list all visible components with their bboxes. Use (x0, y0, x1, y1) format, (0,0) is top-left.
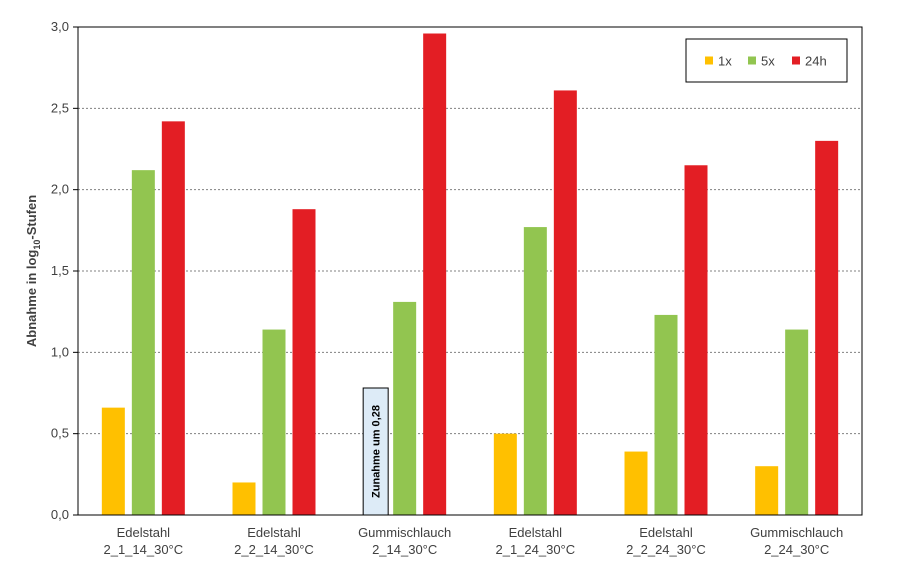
annotation-text: Zunahme um 0,28 (371, 405, 383, 498)
bar-1x-4 (493, 433, 517, 515)
bar-5x-4 (523, 227, 547, 515)
bar-1x-6 (755, 466, 779, 515)
legend: 1x 5x 24h (685, 38, 848, 83)
gridlines (78, 107, 862, 435)
bar-24h-1 (161, 121, 185, 515)
legend-swatch (792, 56, 800, 65)
x-category-line1: Edelstahl (639, 525, 693, 540)
legend-swatch (748, 56, 756, 65)
bar-24h-4 (553, 90, 577, 515)
x-category-line1: Edelstahl (117, 525, 171, 540)
bar-5x-5 (654, 314, 678, 515)
x-category-line1: Gummischlauch (358, 525, 451, 540)
x-category-label: Edelstahl 2_2_14_30°C (234, 525, 314, 557)
y-tick-label: 1,0 (51, 344, 69, 359)
x-category-line2: 2_14_30°C (372, 542, 437, 557)
x-category-label: Edelstahl 2_1_14_30°C (103, 525, 183, 557)
x-category-line1: Edelstahl (247, 525, 301, 540)
bar-5x-2 (262, 329, 286, 515)
annotation-box: Zunahme um 0,28 (362, 387, 389, 516)
x-category-label: Gummischlauch 2_24_30°C (750, 525, 843, 557)
annotations: Zunahme um 0,28 (362, 387, 389, 516)
y-tick-label: 3,0 (51, 19, 69, 34)
legend-label: 1x (718, 54, 732, 69)
bar-1x-1 (101, 407, 125, 515)
bar-1x-2 (232, 482, 256, 515)
legend-label: 24h (805, 54, 827, 69)
x-category-label: Gummischlauch 2_14_30°C (358, 525, 451, 557)
legend-label: 5x (761, 54, 775, 69)
bar-5x-3 (393, 301, 417, 515)
y-axis-title: Abnahme in log10-Stufen (24, 195, 42, 347)
x-category-line2: 2_1_24_30°C (495, 542, 575, 557)
x-category-label: Edelstahl 2_1_24_30°C (495, 525, 575, 557)
bars (101, 33, 839, 516)
y-tick-label: 0,5 (51, 426, 69, 441)
y-tick-label: 0,0 (51, 507, 69, 522)
legend-item-5x: 5x (748, 54, 775, 69)
y-axis-ticks: 0,0 0,5 1,0 1,5 2,0 2,5 3,0 (51, 19, 78, 522)
annotation-background (362, 387, 389, 516)
y-tick-label: 2,5 (51, 100, 69, 115)
x-category-line2: 2_24_30°C (764, 542, 829, 557)
bar-24h-5 (684, 165, 708, 515)
y-tick-label: 2,0 (51, 182, 69, 197)
x-category-line2: 2_2_24_30°C (626, 542, 706, 557)
bar-5x-1 (131, 170, 155, 515)
legend-swatch (705, 56, 713, 65)
bar-24h-3 (423, 33, 447, 516)
bar-24h-2 (292, 209, 316, 516)
bar-24h-6 (815, 140, 839, 515)
x-category-line2: 2_1_14_30°C (103, 542, 183, 557)
bar-5x-6 (785, 329, 809, 515)
x-category-line2: 2_2_14_30°C (234, 542, 314, 557)
legend-item-24h: 24h (792, 54, 827, 69)
y-tick-label: 1,5 (51, 263, 69, 278)
x-category-line1: Edelstahl (509, 525, 563, 540)
x-axis-categories: Edelstahl 2_1_14_30°C Edelstahl 2_2_14_30°C… (103, 525, 843, 557)
bar-1x-5 (624, 451, 648, 515)
x-category-line1: Gummischlauch (750, 525, 843, 540)
x-category-label: Edelstahl 2_2_24_30°C (626, 525, 706, 557)
legend-item-1x: 1x (705, 54, 732, 69)
